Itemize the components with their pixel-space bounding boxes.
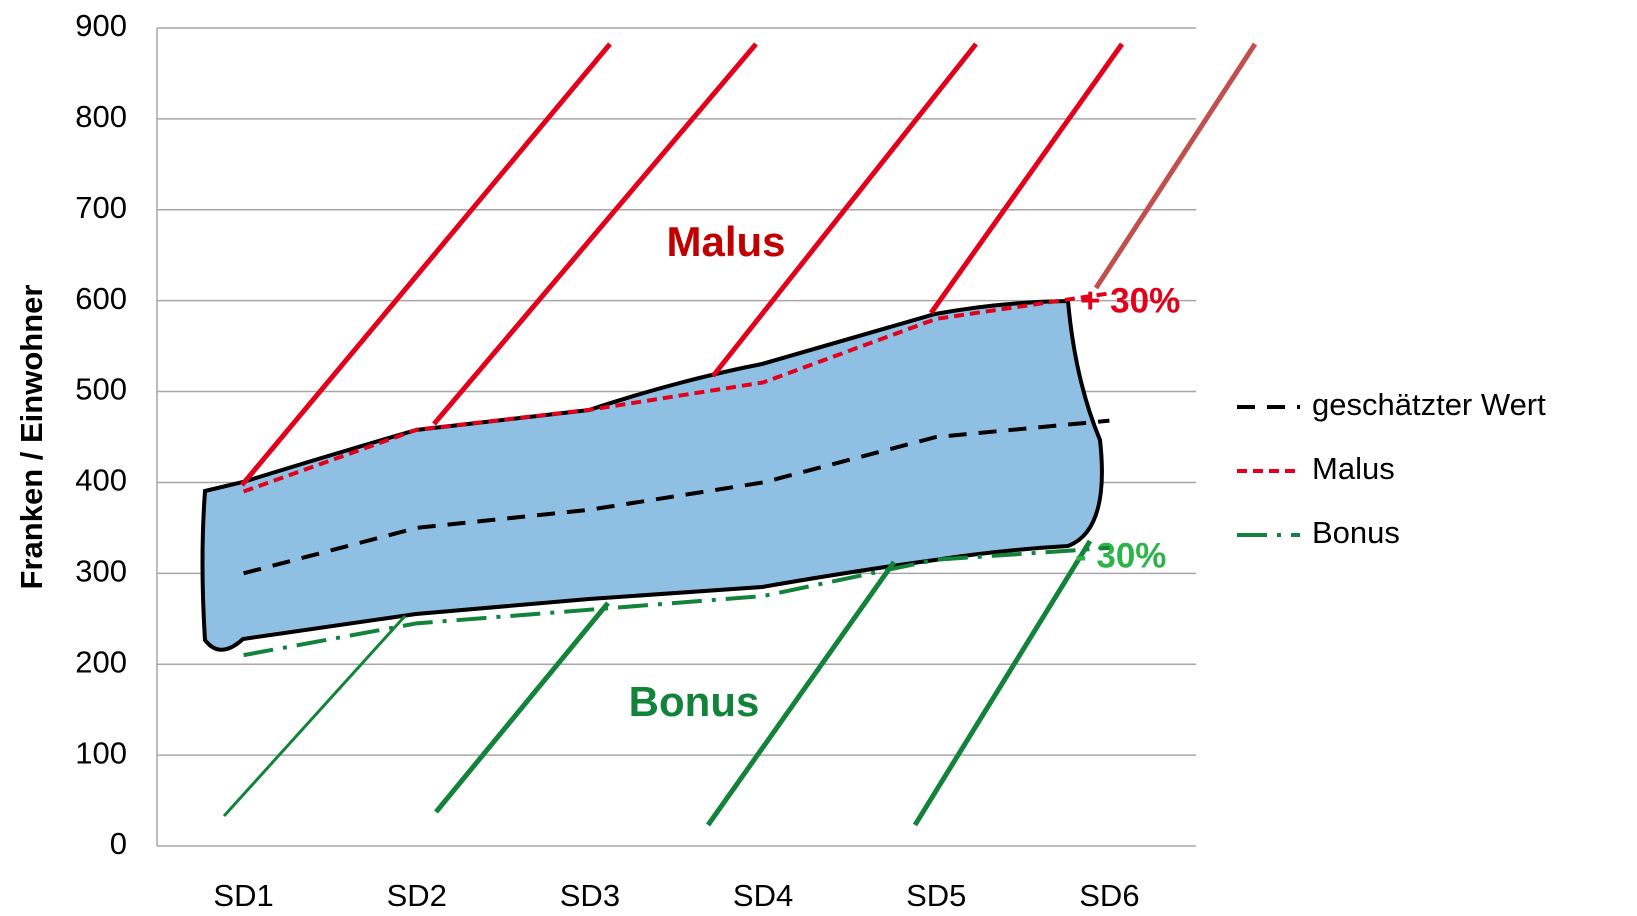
y-tick-label: 500 xyxy=(75,372,127,407)
y-tick-label: 0 xyxy=(110,826,127,861)
annotation: Bonus xyxy=(629,678,760,725)
x-tick-label: SD3 xyxy=(560,878,620,913)
y-tick-label: 800 xyxy=(75,99,127,134)
annotation: - 30% xyxy=(1075,536,1166,575)
x-tick-label: SD5 xyxy=(906,878,966,913)
x-tick-label: SD2 xyxy=(387,878,447,913)
y-axis-label: Franken / Einwohner xyxy=(14,285,49,590)
malus-hatch xyxy=(240,42,1258,487)
annotation: Malus xyxy=(666,218,785,265)
series-line xyxy=(243,545,1110,658)
series-line xyxy=(242,291,1110,494)
range-area xyxy=(200,298,1104,652)
annotation: + 30% xyxy=(1080,281,1180,320)
legend-label: geschätzter Wert xyxy=(1312,387,1546,422)
bonus-hatch xyxy=(222,539,1093,827)
series-line xyxy=(243,418,1110,576)
y-tick-label: 100 xyxy=(75,735,127,770)
x-tick-label: SD4 xyxy=(733,878,793,913)
x-tick-label: SD1 xyxy=(213,878,273,913)
y-tick-label: 400 xyxy=(75,463,127,498)
legend-label: Bonus xyxy=(1312,515,1400,550)
y-tick-label: 700 xyxy=(75,190,127,225)
legend-label: Malus xyxy=(1312,451,1395,486)
y-tick-label: 900 xyxy=(75,8,127,43)
y-tick-label: 300 xyxy=(75,554,127,589)
y-tick-label: 600 xyxy=(75,281,127,316)
y-tick-label: 200 xyxy=(75,644,127,679)
x-tick-label: SD6 xyxy=(1079,878,1139,913)
